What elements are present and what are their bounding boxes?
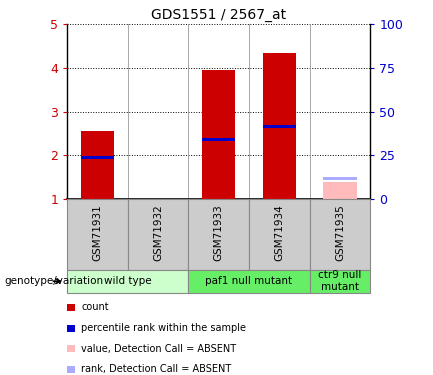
Text: rank, Detection Call = ABSENT: rank, Detection Call = ABSENT [81, 364, 232, 374]
Bar [262, 125, 296, 128]
Text: GSM71932: GSM71932 [153, 204, 163, 261]
Title: GDS1551 / 2567_at: GDS1551 / 2567_at [151, 8, 286, 22]
Bar [202, 70, 236, 199]
Text: wild type: wild type [104, 276, 152, 286]
Text: GSM71933: GSM71933 [213, 204, 224, 261]
Text: genotype/variation: genotype/variation [4, 276, 103, 286]
Bar [81, 131, 114, 199]
Bar [67, 199, 128, 270]
Text: GSM71934: GSM71934 [274, 204, 284, 261]
Bar [81, 156, 114, 159]
Bar [323, 177, 356, 180]
Bar [323, 182, 356, 199]
Bar [202, 138, 236, 141]
Bar [262, 53, 296, 199]
Text: count: count [81, 303, 109, 312]
Bar [188, 270, 310, 292]
Bar [249, 199, 310, 270]
Bar [310, 270, 370, 292]
Bar [188, 199, 249, 270]
Text: ctr9 null
mutant: ctr9 null mutant [318, 270, 362, 292]
Bar [67, 270, 188, 292]
Text: percentile rank within the sample: percentile rank within the sample [81, 323, 246, 333]
Bar [310, 199, 370, 270]
Bar [128, 199, 188, 270]
Text: paf1 null mutant: paf1 null mutant [205, 276, 293, 286]
Text: GSM71931: GSM71931 [92, 204, 103, 261]
Text: value, Detection Call = ABSENT: value, Detection Call = ABSENT [81, 344, 236, 354]
Text: GSM71935: GSM71935 [335, 204, 345, 261]
